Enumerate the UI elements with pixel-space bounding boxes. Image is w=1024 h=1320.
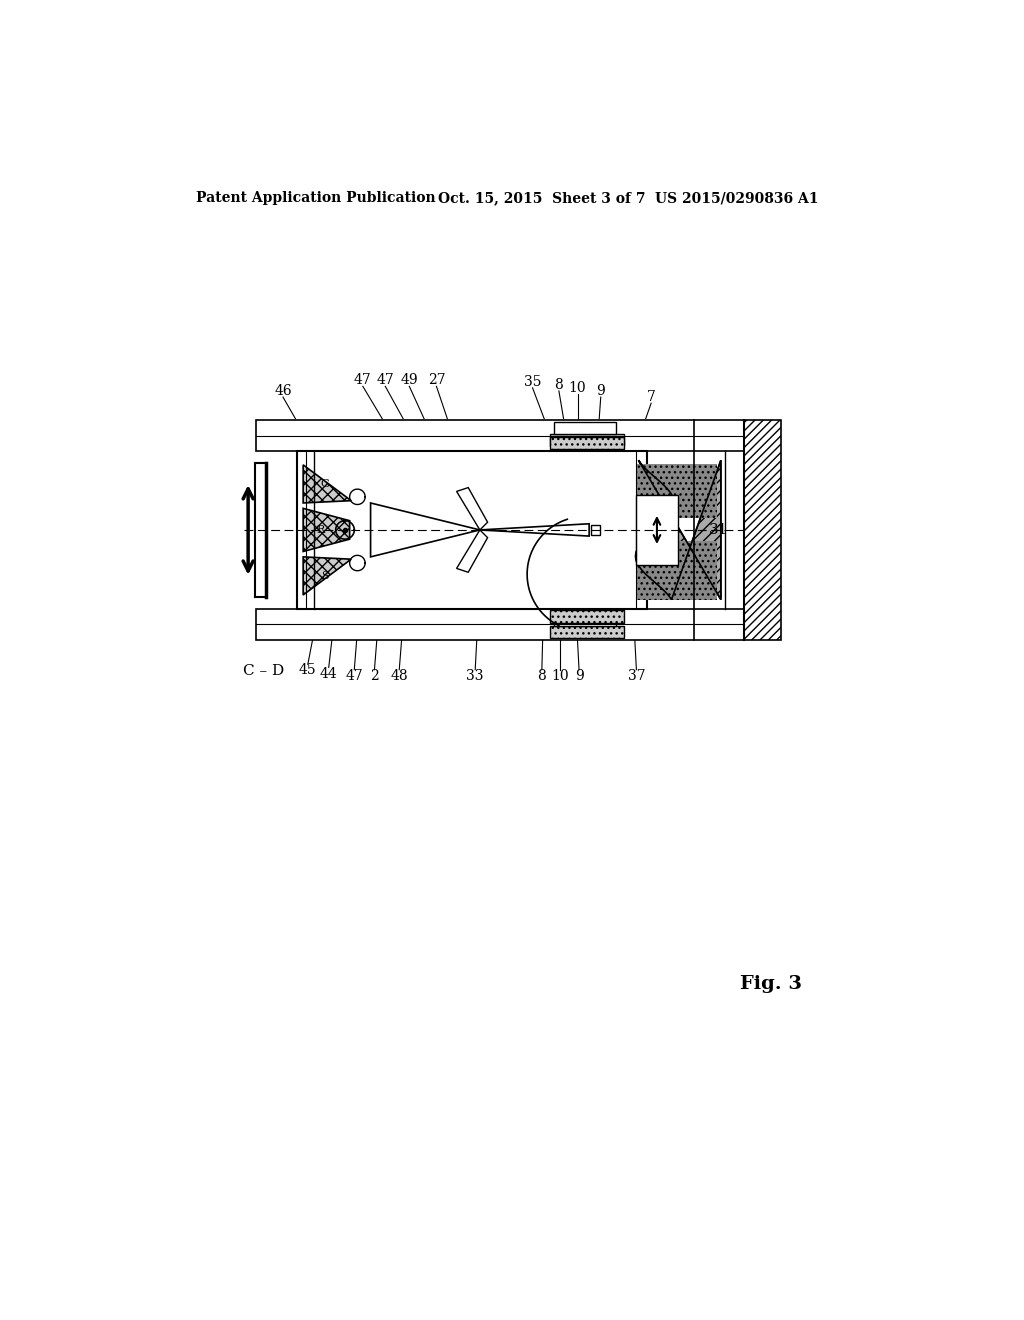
Bar — [744, 420, 781, 640]
Bar — [636, 465, 717, 519]
Text: S: S — [322, 570, 329, 581]
Text: 9: 9 — [596, 384, 605, 397]
Text: 44: 44 — [319, 667, 338, 681]
Text: Patent Application Publication: Patent Application Publication — [197, 191, 436, 206]
Text: 46: 46 — [274, 384, 292, 397]
Text: 33: 33 — [467, 669, 484, 682]
Text: Oct. 15, 2015  Sheet 3 of 7: Oct. 15, 2015 Sheet 3 of 7 — [438, 191, 645, 206]
Text: 9: 9 — [574, 669, 584, 682]
Text: 10: 10 — [552, 669, 569, 682]
Polygon shape — [457, 529, 487, 573]
Bar — [550, 610, 624, 623]
Polygon shape — [303, 557, 351, 595]
Text: 48: 48 — [390, 669, 408, 682]
Text: 7: 7 — [647, 391, 655, 404]
Bar — [636, 541, 717, 599]
Bar — [591, 525, 600, 535]
Bar — [554, 422, 616, 434]
Text: 49: 49 — [400, 374, 418, 387]
Text: Fig. 3: Fig. 3 — [740, 975, 802, 993]
Text: 45: 45 — [299, 664, 316, 677]
Polygon shape — [303, 508, 349, 552]
Polygon shape — [480, 524, 589, 536]
Text: 8: 8 — [538, 669, 546, 682]
Polygon shape — [636, 461, 721, 599]
Polygon shape — [457, 487, 487, 529]
Bar — [256, 609, 744, 640]
Text: G: G — [321, 479, 330, 490]
Bar — [550, 437, 624, 449]
Bar — [550, 434, 624, 446]
Bar — [550, 626, 624, 638]
Bar — [636, 495, 678, 565]
Text: 2: 2 — [370, 669, 379, 682]
Text: 27: 27 — [428, 374, 445, 387]
Bar — [297, 451, 647, 609]
Text: 35: 35 — [524, 375, 542, 388]
Text: 47: 47 — [345, 669, 364, 682]
Text: 47: 47 — [354, 374, 372, 387]
Bar — [554, 614, 616, 626]
Polygon shape — [303, 465, 351, 503]
Text: C – D: C – D — [243, 664, 284, 678]
Text: 37: 37 — [628, 669, 645, 682]
Text: R: R — [316, 525, 325, 535]
Bar — [256, 420, 744, 451]
Polygon shape — [371, 503, 480, 557]
Text: 47: 47 — [377, 374, 394, 387]
Text: 10: 10 — [568, 381, 587, 395]
Text: 8: 8 — [555, 378, 563, 392]
Text: 31: 31 — [709, 523, 728, 537]
Text: US 2015/0290836 A1: US 2015/0290836 A1 — [655, 191, 818, 206]
